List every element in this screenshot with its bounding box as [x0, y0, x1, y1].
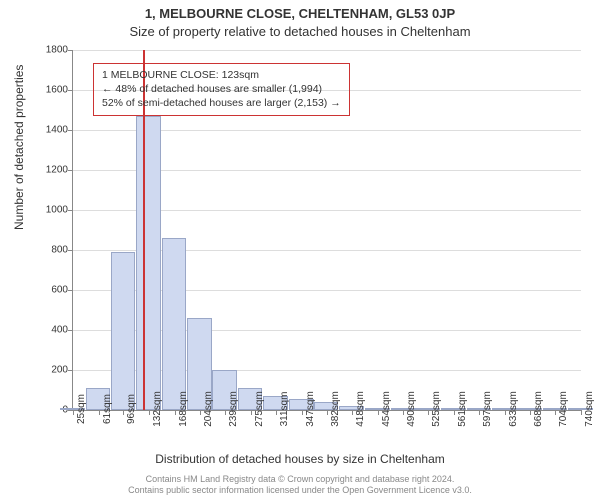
x-tick-mark — [403, 410, 404, 415]
info-box: 1 MELBOURNE CLOSE: 123sqm ← 48% of detac… — [93, 63, 350, 116]
y-tick-label: 1600 — [33, 85, 68, 96]
y-tick-label: 1000 — [33, 205, 68, 216]
x-tick-mark — [454, 410, 455, 415]
x-tick-label: 382sqm — [330, 391, 341, 427]
x-tick-label: 96sqm — [126, 394, 137, 424]
address-title: 1, MELBOURNE CLOSE, CHELTENHAM, GL53 0JP — [0, 6, 600, 21]
x-tick-label: 668sqm — [533, 391, 544, 427]
x-tick-mark — [479, 410, 480, 415]
attribution-line1: Contains HM Land Registry data © Crown c… — [0, 474, 600, 485]
x-tick-label: 525sqm — [431, 391, 442, 427]
x-tick-mark — [225, 410, 226, 415]
y-tick-label: 600 — [33, 285, 68, 296]
attribution: Contains HM Land Registry data © Crown c… — [0, 474, 600, 497]
y-tick-label: 1400 — [33, 125, 68, 136]
y-tick-mark — [68, 370, 73, 371]
y-tick-mark — [68, 330, 73, 331]
y-tick-label: 200 — [33, 365, 68, 376]
x-tick-mark — [428, 410, 429, 415]
x-tick-mark — [555, 410, 556, 415]
x-tick-mark — [200, 410, 201, 415]
x-tick-mark — [378, 410, 379, 415]
x-tick-label: 168sqm — [178, 391, 189, 427]
y-tick-label: 400 — [33, 325, 68, 336]
x-tick-mark — [123, 410, 124, 415]
histogram-bar — [136, 116, 161, 410]
x-tick-mark — [302, 410, 303, 415]
histogram-bar — [162, 238, 187, 410]
x-tick-mark — [327, 410, 328, 415]
x-axis-label: Distribution of detached houses by size … — [0, 452, 600, 466]
x-tick-mark — [73, 410, 74, 415]
y-tick-mark — [68, 250, 73, 251]
y-tick-label: 1200 — [33, 165, 68, 176]
y-tick-label: 800 — [33, 245, 68, 256]
y-tick-mark — [68, 210, 73, 211]
info-box-line2: ← 48% of detached houses are smaller (1,… — [102, 82, 341, 96]
y-tick-mark — [68, 290, 73, 291]
x-tick-mark — [530, 410, 531, 415]
x-tick-mark — [251, 410, 252, 415]
x-tick-mark — [581, 410, 582, 415]
gridline — [73, 50, 581, 51]
x-tick-label: 239sqm — [228, 391, 239, 427]
info-box-line3: 52% of semi-detached houses are larger (… — [102, 96, 341, 110]
attribution-line2: Contains public sector information licen… — [0, 485, 600, 496]
chart-container: 1, MELBOURNE CLOSE, CHELTENHAM, GL53 0JP… — [0, 0, 600, 500]
x-tick-label: 347sqm — [305, 391, 316, 427]
y-tick-mark — [68, 130, 73, 131]
y-tick-label: 0 — [33, 405, 68, 416]
chart-subtitle: Size of property relative to detached ho… — [0, 24, 600, 39]
y-axis-label: Number of detached properties — [12, 65, 26, 230]
x-tick-label: 633sqm — [508, 391, 519, 427]
x-tick-label: 561sqm — [457, 391, 468, 427]
x-tick-label: 740sqm — [584, 391, 595, 427]
x-tick-label: 61sqm — [102, 394, 113, 424]
x-tick-label: 454sqm — [381, 391, 392, 427]
x-tick-label: 25sqm — [76, 394, 87, 424]
x-tick-mark — [175, 410, 176, 415]
y-tick-mark — [68, 170, 73, 171]
x-tick-label: 311sqm — [279, 392, 290, 427]
x-tick-label: 490sqm — [406, 391, 417, 427]
x-tick-label: 275sqm — [254, 391, 265, 427]
x-tick-label: 704sqm — [558, 391, 569, 427]
x-tick-label: 204sqm — [203, 391, 214, 427]
x-tick-label: 597sqm — [482, 391, 493, 427]
x-tick-mark — [276, 410, 277, 415]
x-tick-label: 418sqm — [355, 391, 366, 427]
x-tick-mark — [149, 410, 150, 415]
y-tick-label: 1800 — [33, 45, 68, 56]
x-tick-mark — [505, 410, 506, 415]
y-tick-mark — [68, 90, 73, 91]
x-tick-mark — [99, 410, 100, 415]
x-tick-label: 132sqm — [152, 391, 163, 427]
histogram-bar — [111, 252, 136, 410]
y-tick-mark — [68, 50, 73, 51]
info-box-line1: 1 MELBOURNE CLOSE: 123sqm — [102, 68, 341, 82]
x-tick-mark — [352, 410, 353, 415]
